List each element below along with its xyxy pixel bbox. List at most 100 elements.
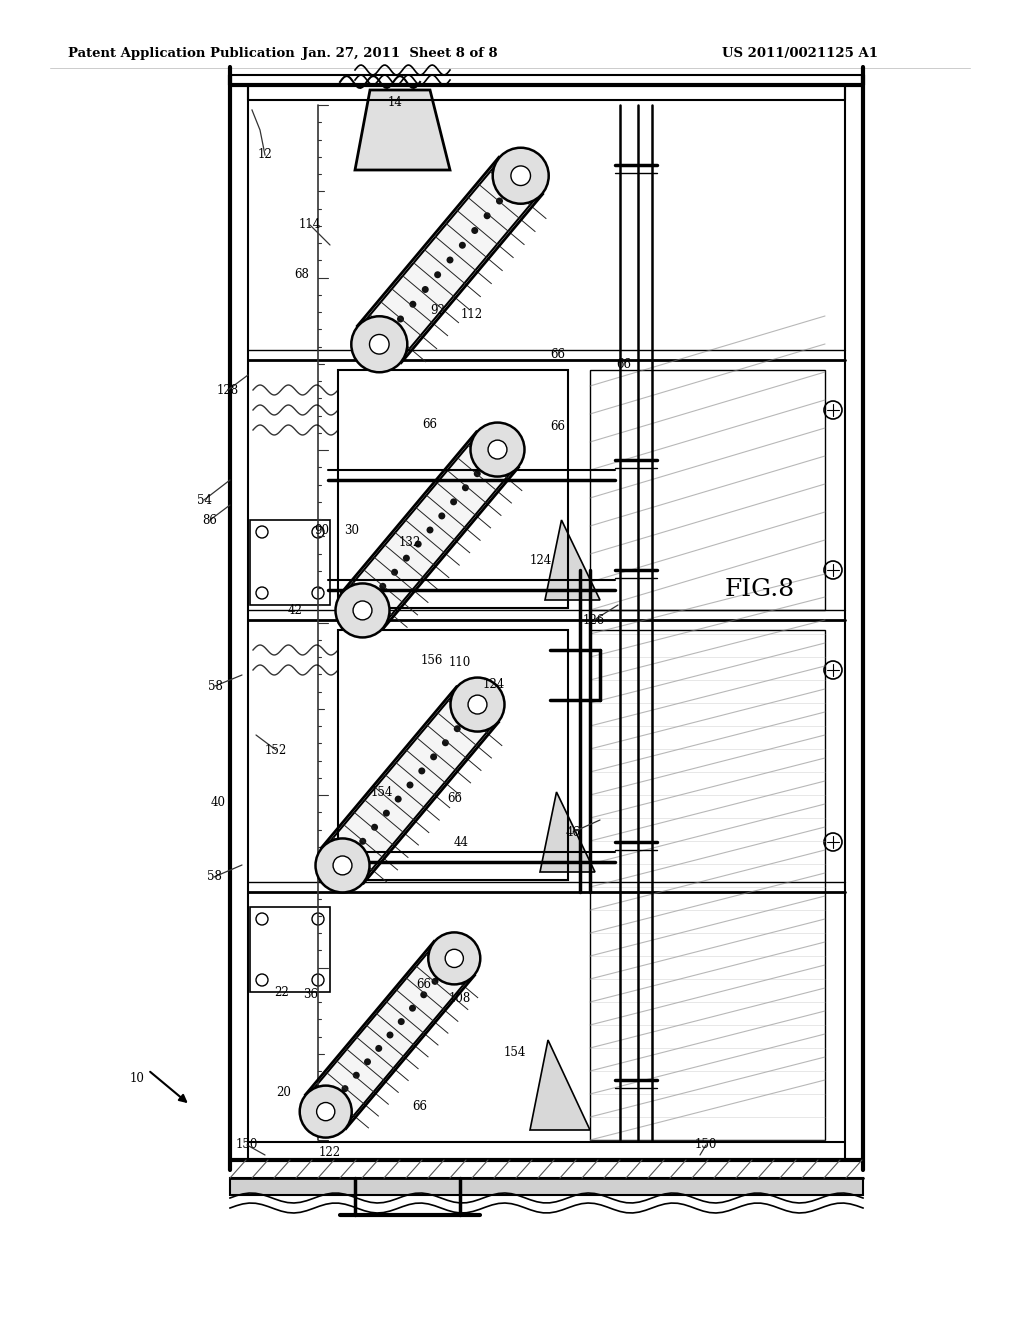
Text: 36: 36 bbox=[303, 989, 318, 1002]
Text: 112: 112 bbox=[461, 309, 483, 322]
Circle shape bbox=[315, 838, 370, 892]
Text: 10: 10 bbox=[130, 1072, 144, 1085]
Circle shape bbox=[438, 512, 445, 520]
Circle shape bbox=[342, 1085, 348, 1092]
Circle shape bbox=[352, 1072, 359, 1078]
Text: 42: 42 bbox=[288, 603, 302, 616]
Text: Jan. 27, 2011  Sheet 8 of 8: Jan. 27, 2011 Sheet 8 of 8 bbox=[302, 48, 498, 61]
Text: 154: 154 bbox=[504, 1045, 526, 1059]
Circle shape bbox=[451, 677, 505, 731]
Text: 108: 108 bbox=[449, 991, 471, 1005]
Circle shape bbox=[402, 554, 410, 561]
Circle shape bbox=[446, 256, 454, 264]
Text: 150: 150 bbox=[236, 1138, 258, 1151]
Text: 114: 114 bbox=[299, 219, 322, 231]
Text: 58: 58 bbox=[207, 870, 221, 883]
Circle shape bbox=[434, 271, 441, 279]
Circle shape bbox=[397, 1018, 404, 1026]
Circle shape bbox=[409, 1005, 416, 1011]
Text: 156: 156 bbox=[421, 653, 443, 667]
Circle shape bbox=[316, 1102, 335, 1121]
Text: 124: 124 bbox=[529, 553, 552, 566]
Text: 90: 90 bbox=[314, 524, 330, 536]
Polygon shape bbox=[324, 689, 497, 882]
Circle shape bbox=[410, 301, 417, 308]
Circle shape bbox=[375, 1045, 382, 1052]
Circle shape bbox=[300, 1085, 351, 1138]
Bar bbox=[250, 907, 330, 993]
Circle shape bbox=[442, 739, 449, 746]
Circle shape bbox=[471, 227, 478, 234]
Text: 110: 110 bbox=[449, 656, 471, 668]
Circle shape bbox=[336, 583, 389, 638]
Text: 132: 132 bbox=[399, 536, 421, 549]
Polygon shape bbox=[545, 520, 600, 601]
Text: 66: 66 bbox=[616, 359, 632, 371]
Circle shape bbox=[468, 696, 487, 714]
Text: 154: 154 bbox=[371, 787, 393, 800]
Text: 40: 40 bbox=[211, 796, 225, 808]
Circle shape bbox=[353, 601, 372, 620]
Polygon shape bbox=[540, 792, 595, 873]
Circle shape bbox=[420, 991, 427, 998]
Text: 66: 66 bbox=[413, 1101, 427, 1114]
Text: 66: 66 bbox=[551, 348, 565, 362]
Text: 66: 66 bbox=[447, 792, 463, 804]
Bar bbox=[338, 370, 568, 609]
Text: US 2011/0021125 A1: US 2011/0021125 A1 bbox=[722, 48, 878, 61]
Text: FIG.8: FIG.8 bbox=[725, 578, 795, 602]
Bar bbox=[338, 630, 568, 880]
Circle shape bbox=[359, 838, 367, 845]
Circle shape bbox=[470, 422, 524, 477]
Circle shape bbox=[422, 286, 429, 293]
Circle shape bbox=[419, 767, 425, 775]
Circle shape bbox=[364, 1059, 371, 1065]
Text: 128: 128 bbox=[217, 384, 239, 396]
Circle shape bbox=[391, 569, 398, 576]
Text: 124: 124 bbox=[483, 678, 505, 692]
Circle shape bbox=[493, 148, 549, 203]
Polygon shape bbox=[343, 433, 517, 627]
Text: 126: 126 bbox=[583, 614, 605, 627]
Circle shape bbox=[386, 1031, 393, 1039]
Text: 30: 30 bbox=[344, 524, 359, 536]
Text: 152: 152 bbox=[265, 743, 287, 756]
Text: 54: 54 bbox=[197, 494, 212, 507]
Circle shape bbox=[397, 315, 404, 322]
Circle shape bbox=[430, 754, 437, 760]
Circle shape bbox=[428, 932, 480, 985]
Text: 12: 12 bbox=[258, 149, 272, 161]
Circle shape bbox=[394, 796, 401, 803]
Polygon shape bbox=[359, 158, 541, 360]
Circle shape bbox=[427, 527, 433, 533]
Circle shape bbox=[379, 583, 386, 590]
Circle shape bbox=[511, 166, 530, 186]
Polygon shape bbox=[590, 630, 825, 1140]
Circle shape bbox=[371, 824, 378, 830]
Polygon shape bbox=[590, 370, 825, 610]
Circle shape bbox=[454, 725, 461, 733]
Circle shape bbox=[370, 334, 389, 354]
Circle shape bbox=[451, 499, 457, 506]
Text: Patent Application Publication: Patent Application Publication bbox=[68, 48, 295, 61]
Circle shape bbox=[459, 242, 466, 248]
Text: 14: 14 bbox=[387, 95, 402, 108]
Circle shape bbox=[496, 198, 503, 205]
Text: 150: 150 bbox=[695, 1138, 717, 1151]
Text: 46: 46 bbox=[565, 825, 581, 838]
Circle shape bbox=[474, 470, 480, 478]
Text: 92: 92 bbox=[430, 304, 445, 317]
Text: 86: 86 bbox=[203, 513, 217, 527]
Text: 66: 66 bbox=[423, 418, 437, 432]
Bar bbox=[250, 520, 330, 605]
Text: 122: 122 bbox=[318, 1147, 341, 1159]
Polygon shape bbox=[355, 90, 450, 170]
Circle shape bbox=[351, 317, 408, 372]
Text: 22: 22 bbox=[274, 986, 290, 998]
Polygon shape bbox=[530, 1040, 590, 1130]
Circle shape bbox=[333, 855, 352, 875]
Circle shape bbox=[415, 541, 422, 548]
Circle shape bbox=[407, 781, 414, 788]
Polygon shape bbox=[307, 942, 473, 1127]
Text: 66: 66 bbox=[551, 421, 565, 433]
